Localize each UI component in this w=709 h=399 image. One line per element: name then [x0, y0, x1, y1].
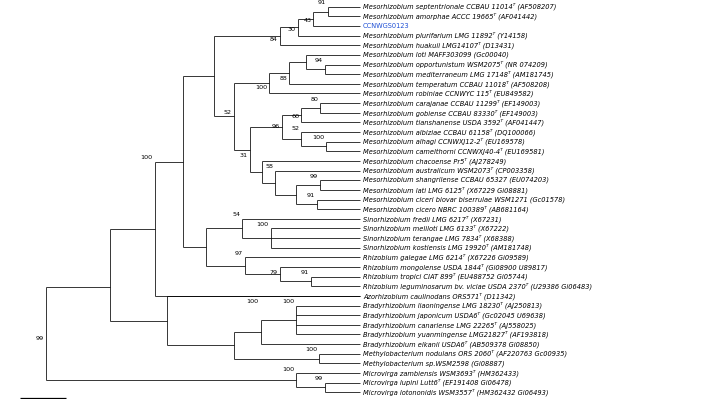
Text: 58: 58 — [265, 164, 273, 169]
Text: 80: 80 — [311, 97, 318, 102]
Text: Microvirga lotononidis WSM3557ᵀ (HM362432 Gi06493): Microvirga lotononidis WSM3557ᵀ (HM36243… — [363, 389, 549, 396]
Text: Rhizobium tropici CIAT 899ᵀ (EU488752 Gi05744): Rhizobium tropici CIAT 899ᵀ (EU488752 Gi… — [363, 273, 527, 280]
Text: 60: 60 — [291, 114, 299, 119]
Text: Mesorhizobium cicero NBRC 100389ᵀ (AB681164): Mesorhizobium cicero NBRC 100389ᵀ (AB681… — [363, 205, 529, 213]
Text: Mesorhizobium temperatum CCBAU 11018ᵀ (AF508208): Mesorhizobium temperatum CCBAU 11018ᵀ (A… — [363, 80, 549, 88]
Text: Mesorhizobium lati LMG 6125ᵀ (X67229 Gi08881): Mesorhizobium lati LMG 6125ᵀ (X67229 Gi0… — [363, 186, 528, 194]
Text: Mesorhizobium alhagi CCNWXJ12-2ᵀ (EU169578): Mesorhizobium alhagi CCNWXJ12-2ᵀ (EU1695… — [363, 138, 525, 145]
Text: Mesorhizobium australicum WSM2073ᵀ (CP003358): Mesorhizobium australicum WSM2073ᵀ (CP00… — [363, 167, 535, 174]
Text: 79: 79 — [270, 270, 278, 275]
Text: 91: 91 — [306, 193, 315, 198]
Text: Mesorhizobium amorphae ACCC 19665ᵀ (AF041442): Mesorhizobium amorphae ACCC 19665ᵀ (AF04… — [363, 13, 537, 20]
Text: Sinorhizobium fredii LMG 6217ᵀ (X67231): Sinorhizobium fredii LMG 6217ᵀ (X67231) — [363, 215, 501, 223]
Text: Mesorhizobium gobiense CCBAU 83330ᵀ (EF149003): Mesorhizobium gobiense CCBAU 83330ᵀ (EF1… — [363, 109, 538, 117]
Text: Sinorhizobium terangae LMG 7834ᵀ (X68388): Sinorhizobium terangae LMG 7834ᵀ (X68388… — [363, 234, 515, 242]
Text: Mesorhizobium camelthorni CCNWXJ40-4ᵀ (EU169581): Mesorhizobium camelthorni CCNWXJ40-4ᵀ (E… — [363, 148, 545, 155]
Text: 100: 100 — [255, 85, 267, 90]
Text: 54: 54 — [233, 212, 240, 217]
Text: Methylobacterium nodulans ORS 2060ᵀ (AF220763 Gc00935): Methylobacterium nodulans ORS 2060ᵀ (AF2… — [363, 350, 567, 358]
Text: 100: 100 — [247, 299, 259, 304]
Text: 97: 97 — [235, 251, 242, 256]
Text: Mesorhizobium huakuii LMG14107ᵀ (D13431): Mesorhizobium huakuii LMG14107ᵀ (D13431) — [363, 41, 515, 49]
Text: Mesorhizobium carajanae CCBAU 11299ᵀ (EF149003): Mesorhizobium carajanae CCBAU 11299ᵀ (EF… — [363, 99, 540, 107]
Text: Mesorhizobium mediterraneum LMG 17148ᵀ (AM181745): Mesorhizobium mediterraneum LMG 17148ᵀ (… — [363, 71, 554, 78]
Text: 52: 52 — [291, 126, 299, 130]
Text: 52: 52 — [224, 111, 232, 115]
Text: 88: 88 — [279, 76, 287, 81]
Text: Bradyrhizobium yuanmingense LMG21827ᵀ (AF193818): Bradyrhizobium yuanmingense LMG21827ᵀ (A… — [363, 331, 549, 338]
Text: Mesorhizobium shangrilense CCBAU 65327 (EU074203): Mesorhizobium shangrilense CCBAU 65327 (… — [363, 177, 549, 184]
Text: 100: 100 — [140, 155, 152, 160]
Text: Sinorhizobium kostiensis LMG 19920ᵀ (AM181748): Sinorhizobium kostiensis LMG 19920ᵀ (AM1… — [363, 244, 532, 251]
Text: Mesorhizobium opportunistum WSM2075ᵀ (NR 074209): Mesorhizobium opportunistum WSM2075ᵀ (NR… — [363, 61, 547, 68]
Text: 43: 43 — [303, 18, 311, 23]
Text: Bradyrhizobium japonicum USDA6ᵀ (Gc02045 U69638): Bradyrhizobium japonicum USDA6ᵀ (Gc02045… — [363, 311, 546, 319]
Text: 100: 100 — [282, 367, 294, 371]
Text: Microvirga zambiensis WSM3693ᵀ (HM362433): Microvirga zambiensis WSM3693ᵀ (HM362433… — [363, 369, 519, 377]
Text: Rhizobium mongolense USDA 1844ᵀ (Gi08900 U89817): Rhizobium mongolense USDA 1844ᵀ (Gi08900… — [363, 263, 547, 271]
Text: Bradyrhizobium elkanii USDA6ᵀ (AB509378 Gi08850): Bradyrhizobium elkanii USDA6ᵀ (AB509378 … — [363, 340, 540, 348]
Text: 99: 99 — [35, 336, 44, 340]
Text: 91: 91 — [317, 0, 325, 5]
Text: Mesorhizobium septentrionale CCBAU 11014ᵀ (AF508207): Mesorhizobium septentrionale CCBAU 11014… — [363, 3, 557, 10]
Text: CCNWGS0123: CCNWGS0123 — [363, 23, 410, 29]
Text: Bradyrhizobium canariense LMG 22265ᵀ (AJ558025): Bradyrhizobium canariense LMG 22265ᵀ (AJ… — [363, 321, 536, 328]
Text: 100: 100 — [257, 222, 269, 227]
Text: Methylobacterium sp.WSM2598 (Gi08887): Methylobacterium sp.WSM2598 (Gi08887) — [363, 360, 505, 367]
Text: 99: 99 — [314, 376, 323, 381]
Text: Mesorhizobium robiniae CCNWYC 115ᵀ (EU849582): Mesorhizobium robiniae CCNWYC 115ᵀ (EU84… — [363, 90, 533, 97]
Text: Sinorhizobium meliloti LMG 6133ᵀ (X67222): Sinorhizobium meliloti LMG 6133ᵀ (X67222… — [363, 225, 509, 232]
Text: Mesorhizobium loti MAFF303099 (Gc00040): Mesorhizobium loti MAFF303099 (Gc00040) — [363, 51, 509, 58]
Text: 94: 94 — [315, 58, 323, 63]
Text: Rhizobium galegae LMG 6214ᵀ (X67226 Gi09589): Rhizobium galegae LMG 6214ᵀ (X67226 Gi09… — [363, 254, 529, 261]
Text: Microvirga lupini Lutt6ᵀ (EF191408 Gi06478): Microvirga lupini Lutt6ᵀ (EF191408 Gi064… — [363, 379, 511, 386]
Text: 100: 100 — [282, 299, 294, 304]
Text: 84: 84 — [270, 37, 278, 42]
Text: Mesorhizobium albiziae CCBAU 61158ᵀ (DQ100066): Mesorhizobium albiziae CCBAU 61158ᵀ (DQ1… — [363, 128, 535, 136]
Text: 96: 96 — [272, 124, 280, 129]
Text: 100: 100 — [312, 135, 324, 140]
Text: Azorhizobium caulinodans ORS571ᵀ (D11342): Azorhizobium caulinodans ORS571ᵀ (D11342… — [363, 292, 515, 300]
Text: Rhizobium leguminosarum bv. viciae USDA 2370ᵀ (U29386 Gi06483): Rhizobium leguminosarum bv. viciae USDA … — [363, 282, 592, 290]
Text: 31: 31 — [240, 153, 247, 158]
Text: Bradyrhizobium liaoningense LMG 18230ᵀ (AJ250813): Bradyrhizobium liaoningense LMG 18230ᵀ (… — [363, 302, 542, 309]
Text: Mesorhizobium chacoense Pr5ᵀ (AJ278249): Mesorhizobium chacoense Pr5ᵀ (AJ278249) — [363, 157, 506, 165]
Text: 99: 99 — [310, 174, 318, 179]
Text: 91: 91 — [300, 270, 308, 275]
Text: Mesorhizobium tianshanense USDA 3592ᵀ (AF041447): Mesorhizobium tianshanense USDA 3592ᵀ (A… — [363, 119, 544, 126]
Text: Mesorhizobium ciceri biovar biserrulae WSM1271 (Gc01578): Mesorhizobium ciceri biovar biserrulae W… — [363, 196, 565, 203]
Text: Mesorhizobium plurifarium LMG 11892ᵀ (Y14158): Mesorhizobium plurifarium LMG 11892ᵀ (Y1… — [363, 32, 527, 40]
Text: 100: 100 — [305, 347, 317, 352]
Text: 30: 30 — [288, 28, 296, 32]
